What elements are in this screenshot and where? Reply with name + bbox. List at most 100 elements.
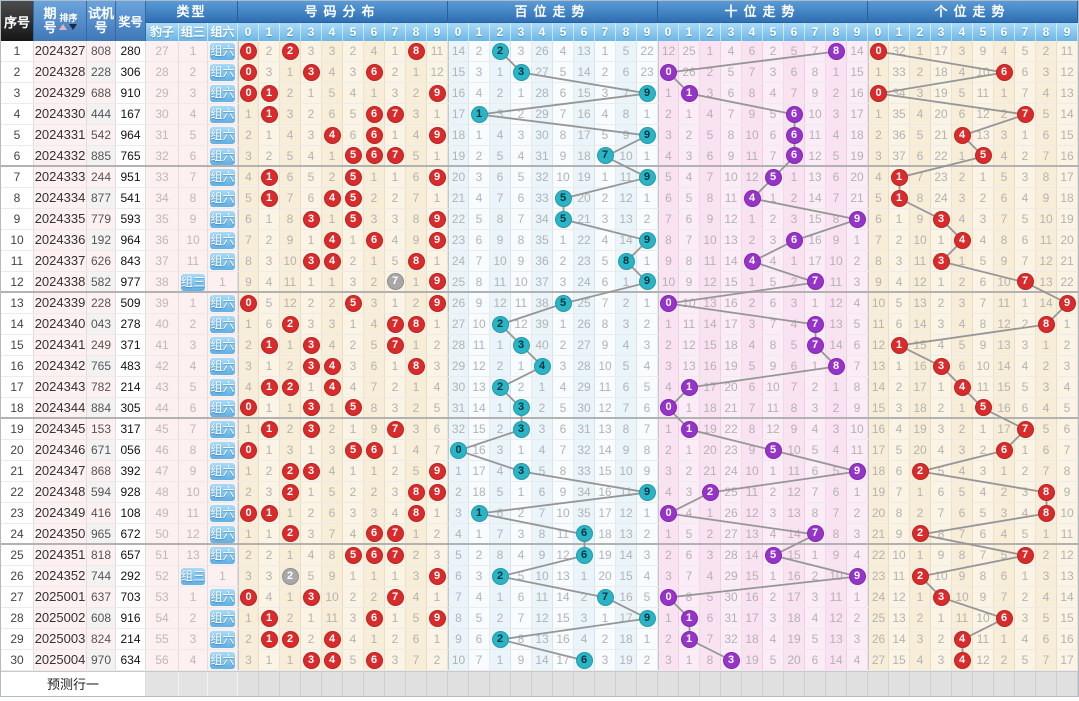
number-ball: 1 [260, 189, 278, 207]
miss-cell: 11 [280, 272, 301, 291]
miss-cell: 9 [637, 272, 658, 291]
miss-cell: 12 [532, 608, 553, 628]
miss-cell: 13 [469, 377, 490, 397]
miss-cell: 5 [994, 545, 1015, 565]
miss-cell: 1 [994, 83, 1015, 103]
seq-cell: 28 [1, 608, 34, 628]
miss-cell: 17 [595, 503, 616, 523]
miss-cell: 13 [1057, 83, 1078, 103]
miss-cell: 8 [847, 377, 868, 397]
miss-cell: 28 [574, 356, 595, 376]
test-number-cell: 765 [87, 356, 116, 376]
zu6-cell: 组六 [208, 377, 238, 397]
miss-cell: 7 [1015, 83, 1036, 103]
miss-cell: 21 [448, 188, 469, 208]
period-cell: 2024344 [34, 398, 87, 417]
digit-header-0: 0 [868, 23, 889, 41]
trend-row: 17 2024343 782 214 43 5 组六 4 1 2 1 4 4 7 2 1 4 30 13 2 2 1 4 29… [1, 377, 1078, 398]
miss-cell: 13 [805, 167, 826, 187]
miss-cell: 7 [700, 167, 721, 187]
miss-cell: 9 [322, 566, 343, 586]
miss-cell: 6 [553, 83, 574, 103]
miss-cell: 27 [574, 335, 595, 355]
sort-control[interactable]: 排序 [59, 13, 78, 30]
miss-cell: 11 [679, 314, 700, 334]
miss-cell: 5 [553, 398, 574, 417]
miss-cell: 10 [742, 125, 763, 145]
miss-cell: 2 [763, 482, 784, 502]
digit-header-1: 1 [469, 23, 490, 41]
miss-cell: 3 [511, 419, 532, 439]
baozi-miss-cell: 54 [146, 608, 179, 628]
miss-cell: 10 [511, 272, 532, 291]
miss-cell: 2 [847, 608, 868, 628]
period-cell: 2024339 [34, 293, 87, 313]
number-ball: 9 [428, 609, 446, 627]
number-ball: 3 [512, 336, 530, 354]
miss-cell: 3 [1015, 335, 1036, 355]
prediction-row: 预测行一 [1, 671, 1078, 696]
miss-cell: 3 [259, 62, 280, 82]
trend-row: 1 2024327 808 280 27 1 组六 0 2 2 3 3 2 4 1 8 11 14 2 2 3 26 4 13… [1, 41, 1078, 62]
miss-cell: 1 [889, 188, 910, 208]
trend-row: 19 2024345 153 317 45 7 组六 1 1 2 3 2 1 9 7 3 6 32 15 2 3 3 6 31… [1, 419, 1078, 440]
test-number-cell: 885 [87, 146, 116, 165]
miss-cell: 9 [742, 104, 763, 124]
miss-cell: 14 [532, 650, 553, 670]
sort-asc-icon[interactable] [59, 23, 68, 30]
miss-cell: 7 [448, 587, 469, 607]
miss-cell: 16 [1057, 146, 1078, 165]
miss-cell: 3 [490, 104, 511, 124]
number-ball: 2 [491, 315, 509, 333]
miss-cell: 3 [301, 251, 322, 271]
seq-cell: 14 [1, 314, 34, 334]
miss-cell: 3 [931, 251, 952, 271]
number-ball: 4 [323, 231, 341, 249]
miss-cell: 1 [469, 125, 490, 145]
miss-cell: 10 [931, 566, 952, 586]
miss-cell: 2 [742, 293, 763, 313]
miss-cell: 30 [532, 125, 553, 145]
miss-cell: 10 [700, 230, 721, 250]
period-cell: 2025001 [34, 587, 87, 607]
miss-cell: 2 [280, 377, 301, 397]
miss-cell: 9 [427, 461, 448, 481]
miss-cell: 7 [238, 230, 259, 250]
sort-desc-icon[interactable] [69, 23, 78, 30]
miss-cell: 1 [805, 545, 826, 565]
zu6-cell: 组六 [208, 293, 238, 313]
miss-cell: 1 [847, 230, 868, 250]
test-number-cell: 249 [87, 335, 116, 355]
miss-cell: 2 [238, 482, 259, 502]
miss-cell: 2 [973, 188, 994, 208]
miss-cell: 22 [868, 545, 889, 565]
trend-row: 16 2024342 765 483 42 4 组六 3 1 2 3 4 3 6 1 8 3 29 12 2 1 4 3 28… [1, 356, 1078, 377]
miss-cell: 5 [553, 188, 574, 208]
miss-cell: 9 [469, 293, 490, 313]
zu6-hit-badge: 组六 [210, 484, 235, 501]
digit-header-1: 1 [679, 23, 700, 41]
number-ball: 9 [638, 273, 656, 290]
miss-cell: 6 [364, 104, 385, 124]
miss-cell: 11 [322, 608, 343, 628]
miss-cell: 3 [343, 356, 364, 376]
miss-cell: 6 [511, 188, 532, 208]
test-number-cell: 542 [87, 125, 116, 145]
miss-cell: 5 [763, 440, 784, 460]
miss-cell: 1 [427, 587, 448, 607]
number-ball: 3 [302, 63, 320, 81]
miss-cell: 2 [658, 335, 679, 355]
miss-cell: 24 [721, 461, 742, 481]
miss-cell: 3 [931, 209, 952, 229]
miss-cell: 1 [301, 83, 322, 103]
zu3-cell: 4 [179, 104, 208, 124]
test-number-cell: 884 [87, 398, 116, 417]
number-ball: 8 [407, 315, 425, 333]
miss-cell: 3 [700, 83, 721, 103]
miss-cell: 8 [595, 314, 616, 334]
number-ball: 5 [764, 441, 782, 459]
miss-cell: 2 [490, 83, 511, 103]
miss-cell: 11 [1057, 41, 1078, 61]
miss-cell: 1 [259, 356, 280, 376]
miss-cell: 17 [847, 104, 868, 124]
